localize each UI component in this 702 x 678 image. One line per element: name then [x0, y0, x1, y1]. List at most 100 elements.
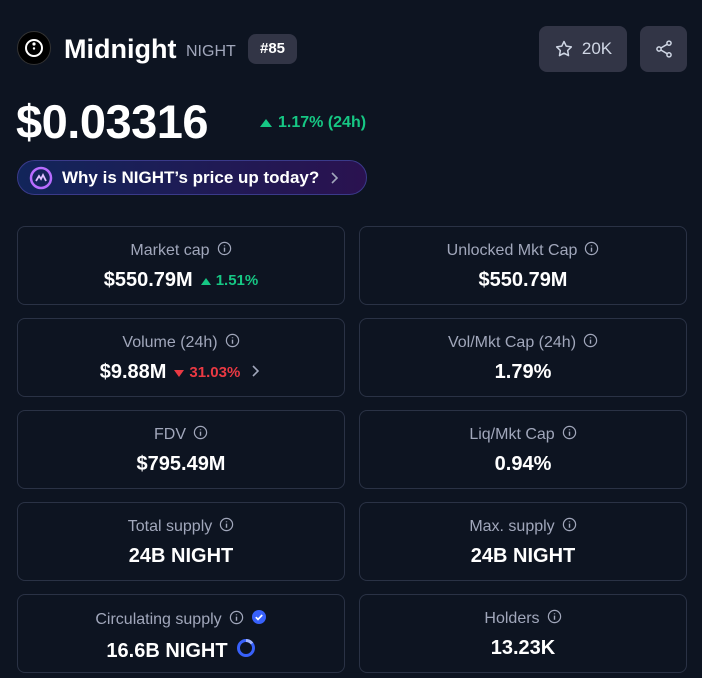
info-button[interactable] — [562, 517, 577, 537]
ring-icon — [236, 639, 255, 657]
arrow-icon — [200, 278, 211, 285]
info-icon — [225, 333, 239, 348]
stat-value-row: 24B NIGHT — [471, 545, 575, 568]
stat-label-row: Max. supply — [469, 517, 576, 537]
coin-symbol: NIGHT — [186, 43, 236, 60]
stat-card: Vol/Mkt Cap (24h) 1.79% — [359, 318, 687, 397]
rank-badge: #85 — [248, 34, 298, 64]
watchlist-count: 20K — [581, 39, 613, 58]
verified-badge — [251, 609, 267, 630]
info-button[interactable] — [217, 241, 232, 261]
stat-value: 1.79% — [494, 361, 552, 383]
logo-icon — [25, 39, 43, 57]
stat-label-row: Vol/Mkt Cap (24h) — [448, 333, 598, 353]
info-icon — [217, 241, 231, 256]
arrow-icon — [174, 370, 185, 377]
info-icon — [562, 517, 576, 532]
stat-label: Total supply — [127, 518, 213, 535]
info-button[interactable] — [547, 609, 562, 629]
stat-card: Holders 13.23K — [359, 594, 687, 673]
stat-label-row: Liq/Mkt Cap — [469, 425, 576, 445]
stat-value: $795.49M — [136, 453, 226, 475]
info-icon — [547, 609, 561, 624]
info-button[interactable] — [193, 425, 208, 445]
stat-card: Market cap $550.79M 1.51% — [17, 226, 345, 305]
stat-card: Total supply 24B NIGHT — [17, 502, 345, 581]
stats-grid: Market cap $550.79M 1.51% Unlocked Mkt Cap $… — [17, 226, 687, 673]
stat-value: $550.79M — [478, 269, 568, 291]
share-button[interactable] — [640, 26, 687, 72]
info-button[interactable] — [584, 241, 599, 261]
stat-label: Liq/Mkt Cap — [469, 426, 555, 443]
stat-value: $9.88M — [99, 361, 167, 383]
price-change: 1.17% (24h) — [260, 114, 366, 132]
chevron-icon — [252, 365, 260, 377]
stat-value: 16.6B NIGHT — [106, 639, 228, 662]
stat-value-row: $550.79M — [479, 269, 568, 292]
info-button[interactable] — [562, 425, 577, 445]
change-arrow — [174, 364, 185, 381]
stat-label-row: Volume (24h) — [122, 333, 239, 353]
expand-chevron[interactable] — [248, 361, 262, 384]
stat-label: Market cap — [130, 242, 210, 259]
coin-logo — [17, 31, 51, 65]
stat-value-row: 24B NIGHT — [129, 545, 233, 568]
stat-value-row: $550.79M 1.51% — [104, 269, 259, 292]
info-icon — [583, 333, 598, 348]
star-icon — [555, 40, 572, 57]
stat-label-row: Circulating supply — [95, 609, 266, 630]
stat-card: FDV $795.49M — [17, 410, 345, 489]
watchlist-button[interactable]: 20K — [539, 26, 627, 72]
stat-value: 24B NIGHT — [470, 545, 576, 567]
stat-change: 1.51% — [200, 272, 259, 289]
stat-label-row: Total supply — [128, 517, 235, 537]
stat-label: Circulating supply — [95, 610, 222, 628]
stat-value: 0.94% — [494, 453, 552, 475]
change-text: 31.03% — [189, 364, 241, 381]
info-icon — [220, 517, 234, 532]
verified-icon — [251, 610, 266, 624]
change-arrow — [260, 119, 272, 127]
stat-change: 31.03% — [174, 364, 240, 381]
change-arrow — [200, 272, 211, 289]
info-icon — [562, 425, 576, 440]
stat-label-row: Market cap — [130, 241, 231, 261]
stat-label: Max. supply — [469, 518, 555, 535]
info-button[interactable] — [583, 333, 598, 353]
stat-label: Holders — [484, 610, 540, 627]
price-change-text: 1.17% (24h) — [278, 114, 367, 131]
info-button[interactable] — [229, 610, 244, 630]
info-button[interactable] — [225, 333, 240, 353]
progress-ring — [236, 638, 256, 664]
change-text: 1.51% — [215, 272, 259, 289]
stat-label-row: Holders — [484, 609, 561, 629]
price: $0.03316 — [16, 95, 209, 148]
stat-label: Vol/Mkt Cap (24h) — [447, 334, 577, 351]
coin-name: Midnight — [64, 34, 177, 64]
stat-value-row: 1.79% — [495, 361, 552, 384]
stat-card: Unlocked Mkt Cap $550.79M — [359, 226, 687, 305]
stat-card: Liq/Mkt Cap 0.94% — [359, 410, 687, 489]
info-icon — [585, 241, 599, 256]
stat-value-row: $795.49M — [137, 453, 226, 476]
info-button[interactable] — [219, 517, 234, 537]
stat-card: Volume (24h) $9.88M 31.03% — [17, 318, 345, 397]
stat-label: FDV — [154, 426, 186, 443]
stat-value-row: $9.88M 31.03% — [100, 361, 263, 384]
stat-label: Volume (24h) — [122, 334, 218, 351]
stat-card: Circulating supply 16.6B NIGHT — [17, 594, 345, 673]
chevron-icon — [331, 171, 339, 184]
banner-text: Why is NIGHT’s price up today? — [62, 167, 320, 187]
stat-card: Max. supply 24B NIGHT — [359, 502, 687, 581]
ai-icon — [29, 166, 53, 189]
stat-value-row: 0.94% — [495, 453, 552, 476]
stat-label: Unlocked Mkt Cap — [446, 242, 578, 259]
info-icon — [193, 425, 208, 440]
price-banner[interactable]: Why is NIGHT’s price up today? — [17, 160, 367, 195]
info-icon — [229, 610, 243, 624]
stat-value-row: 13.23K — [491, 637, 556, 660]
stat-value: 13.23K — [490, 637, 556, 659]
stat-label-row: Unlocked Mkt Cap — [447, 241, 600, 261]
stat-value: $550.79M — [103, 269, 193, 291]
